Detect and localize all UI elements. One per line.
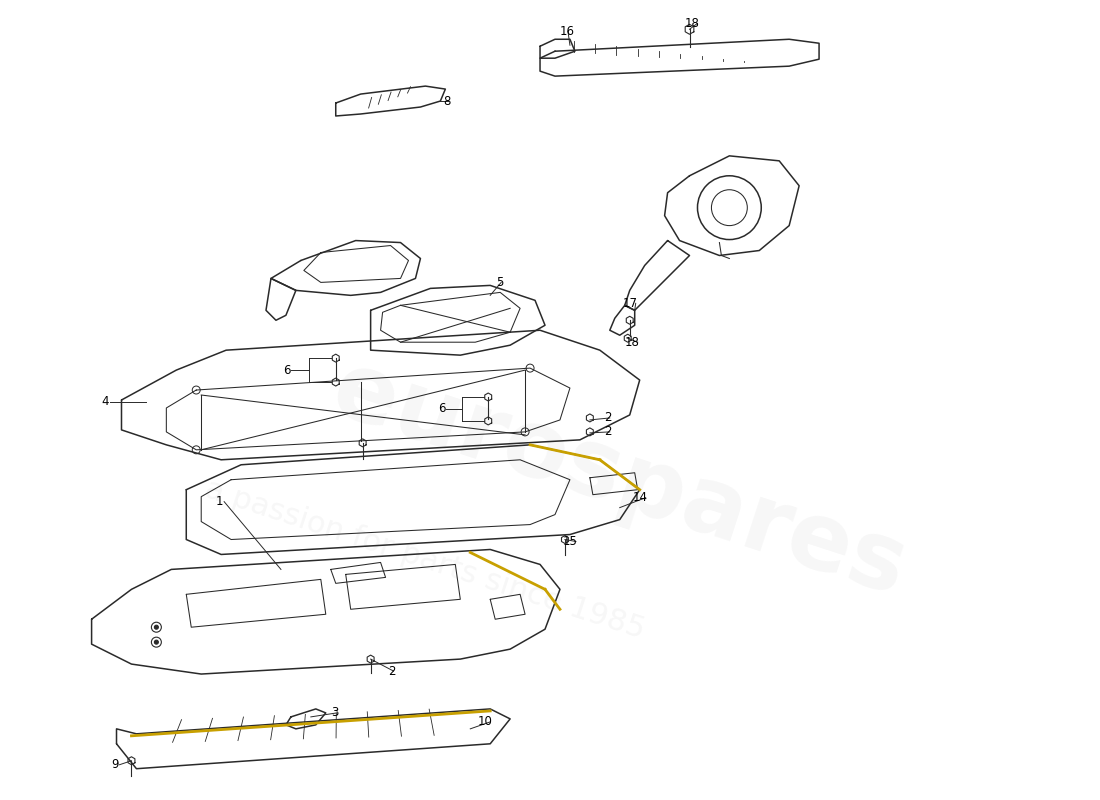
Text: 3: 3	[331, 706, 339, 719]
Text: 8: 8	[443, 94, 450, 107]
Text: 2: 2	[388, 665, 396, 678]
Text: 16: 16	[560, 25, 575, 38]
Text: a passion for parts since 1985: a passion for parts since 1985	[201, 474, 649, 645]
Text: 18: 18	[684, 17, 700, 30]
Text: 1: 1	[217, 495, 223, 508]
Text: 15: 15	[563, 535, 578, 548]
Text: 10: 10	[477, 715, 492, 728]
Text: 9: 9	[111, 758, 119, 771]
Text: 18: 18	[625, 336, 640, 349]
Circle shape	[154, 626, 158, 630]
Text: 5: 5	[496, 276, 503, 289]
Text: 6: 6	[439, 402, 446, 415]
Text: 17: 17	[623, 297, 638, 310]
Text: 2: 2	[604, 411, 612, 425]
Text: 4: 4	[101, 395, 109, 409]
Text: 14: 14	[632, 491, 648, 504]
Circle shape	[154, 640, 158, 644]
Text: 6: 6	[283, 364, 290, 377]
Text: 2: 2	[604, 426, 612, 438]
Text: eurospares: eurospares	[321, 344, 917, 616]
